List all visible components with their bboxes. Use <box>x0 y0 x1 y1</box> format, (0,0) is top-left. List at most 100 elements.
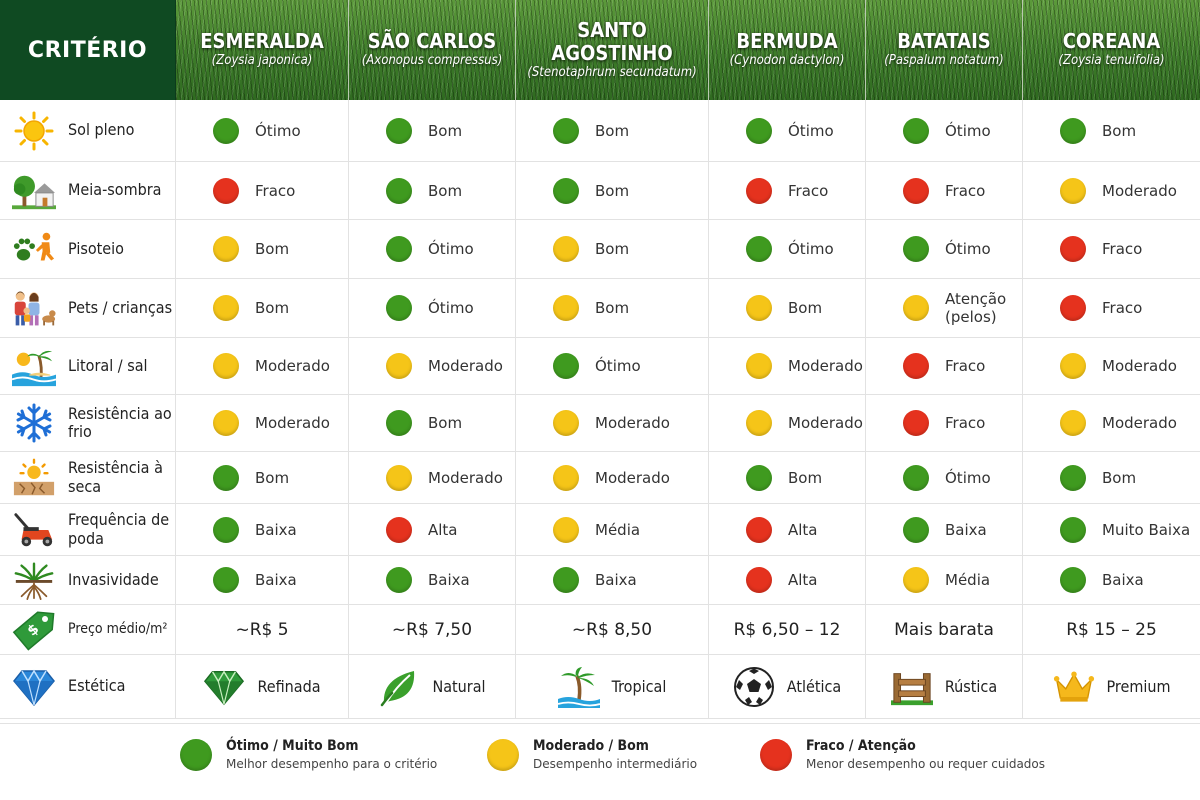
rating-cell: Bom <box>349 395 516 452</box>
aesthetic-label: Natural <box>432 677 486 696</box>
rating-cell: Ótimo <box>349 279 516 338</box>
grass-scientific-name: (Zoysia japonica) <box>211 53 313 69</box>
aesthetic-label: Refinada <box>257 677 321 696</box>
rating-text: Moderado <box>255 414 330 432</box>
rating-cell: Bom <box>1023 100 1200 162</box>
rating-cell: Fraco <box>1023 220 1200 279</box>
price-cell: R$ 15 – 25 <box>1023 605 1200 655</box>
rating-dot <box>386 295 412 321</box>
rating-cell: Muito Baixa <box>1023 504 1200 556</box>
rating-dot <box>213 117 239 144</box>
rating-dot <box>213 516 239 543</box>
rating-text: Baixa <box>255 520 297 539</box>
rating-text: Bom <box>255 299 290 317</box>
rating-text: Baixa <box>428 571 470 589</box>
rating-cell: Moderado <box>176 338 349 395</box>
rating-cell: Bom <box>349 100 516 162</box>
aesthetic-label: Premium <box>1106 677 1171 696</box>
legend-dot <box>487 738 519 771</box>
rating-text: Bom <box>428 121 463 140</box>
rating-dot <box>746 236 772 262</box>
rating-text: Baixa <box>595 571 637 589</box>
rating-cell: Moderado <box>709 395 866 452</box>
rating-dot <box>746 567 772 593</box>
price-value: R$ 15 – 25 <box>1066 619 1157 640</box>
legend-dot <box>180 738 212 771</box>
rating-text: Baixa <box>1102 571 1144 589</box>
grass-name: BERMUDA <box>736 29 838 54</box>
rating-cell: Bom <box>516 100 709 162</box>
criterion-label: Pisoteio <box>68 238 124 258</box>
criterion-cell: $ Preço médio/m² <box>0 605 176 655</box>
criterion-cell: Pisoteio <box>0 220 176 279</box>
rating-dot <box>553 295 579 321</box>
rating-text: Ótimo <box>255 121 301 140</box>
rating-dot <box>1060 567 1086 593</box>
grass-scientific-name: (Paspalum notatum) <box>884 53 1004 69</box>
rating-cell: Bom <box>1023 452 1200 504</box>
rating-dot <box>746 353 772 379</box>
rating-text: Moderado <box>788 357 863 375</box>
palm-tree-icon <box>557 666 600 708</box>
rating-cell: Moderado <box>709 338 866 395</box>
rating-text: Bom <box>1102 468 1137 487</box>
rating-dot <box>213 567 239 593</box>
rating-cell: Fraco <box>709 162 866 220</box>
rating-cell: Média <box>516 504 709 556</box>
rating-cell: Bom <box>176 220 349 279</box>
rating-text: Alta <box>788 571 818 589</box>
rating-text: Moderado <box>428 468 503 487</box>
criterion-label: Estética <box>68 676 126 696</box>
criterion-label: Litoral / sal <box>68 355 148 375</box>
legend-description: Menor desempenho ou requer cuidados <box>806 757 1046 771</box>
crown-icon <box>1053 666 1095 708</box>
legend-dot <box>760 738 792 771</box>
criterion-label: Preço médio/m² <box>68 621 168 638</box>
rating-text: Bom <box>428 414 463 432</box>
criteria-header-label: CRITÉRIO <box>27 37 148 63</box>
rating-dot <box>553 177 579 204</box>
soccer-ball-icon <box>733 666 775 708</box>
rating-text: Ótimo <box>788 240 834 258</box>
rating-cell: Bom <box>709 279 866 338</box>
diamond-icon <box>12 667 56 707</box>
rating-cell: Ótimo <box>516 338 709 395</box>
snowflake-icon <box>12 403 56 443</box>
rating-dot <box>903 567 929 593</box>
rating-dot <box>386 464 412 491</box>
criterion-cell: Frequência de poda <box>0 504 176 556</box>
legend-title: Moderado / Bom <box>533 738 649 754</box>
rating-text: Bom <box>788 299 823 317</box>
rating-text: Baixa <box>945 520 987 539</box>
rating-dot <box>746 117 772 144</box>
aesthetic-label: Rústica <box>944 677 998 696</box>
rating-cell: Bom <box>516 220 709 279</box>
price-cell: Mais barata <box>866 605 1023 655</box>
rating-text: Fraco <box>1102 299 1143 317</box>
rating-cell: Moderado <box>1023 338 1200 395</box>
aesthetic-cell: Refinada <box>176 655 349 719</box>
rating-dot <box>1060 117 1086 144</box>
rating-dot <box>386 236 412 262</box>
rating-dot <box>553 464 579 491</box>
grass-header: BATATAIS (Paspalum notatum) <box>866 0 1023 100</box>
criterion-cell: Sol pleno <box>0 100 176 162</box>
rating-text: Ótimo <box>595 357 641 375</box>
rating-text: Alta <box>428 520 458 539</box>
rating-cell: Baixa <box>176 504 349 556</box>
rating-dot <box>213 353 239 379</box>
legend-text: Moderado / Bom Desempenho intermediário <box>533 738 697 771</box>
wooden-fence-icon <box>890 666 933 708</box>
grass-name: ESMERALDA <box>200 29 324 54</box>
rating-cell: Moderado <box>349 452 516 504</box>
rating-text: Baixa <box>255 571 297 589</box>
criterion-cell: Litoral / sal <box>0 338 176 395</box>
rating-text: Bom <box>428 181 463 200</box>
grass-roots-icon <box>12 560 56 600</box>
legend-item: Moderado / Bom Desempenho intermediário <box>487 738 697 771</box>
rating-dot <box>1060 410 1086 436</box>
grass-header: COREANA (Zoysia tenuifolia) <box>1023 0 1200 100</box>
criterion-cell: Resistência ao frio <box>0 395 176 452</box>
aesthetic-cell: Tropical <box>516 655 709 719</box>
rating-dot <box>553 516 579 543</box>
